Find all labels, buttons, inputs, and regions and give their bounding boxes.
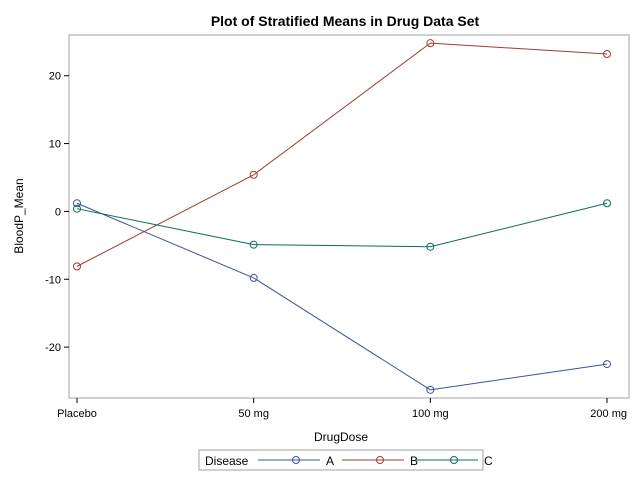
legend-label: C: [484, 454, 493, 468]
legend-items: A B C: [258, 454, 493, 468]
series-c: [73, 199, 611, 251]
y-tick-label: 0: [55, 206, 61, 218]
legend-marker: [376, 456, 384, 464]
legend-marker: [450, 456, 458, 464]
legend: Disease A B C: [198, 449, 493, 471]
legend-item-a: A: [258, 454, 334, 468]
data-point-marker: [603, 199, 611, 208]
series-line: [76, 202, 608, 248]
x-tick-label: 200 mg: [590, 408, 627, 420]
y-tick-label: -20: [45, 342, 61, 354]
data-point-marker: [249, 273, 258, 282]
series-b: [73, 39, 611, 271]
x-axis-label: DrugDose: [314, 430, 368, 444]
x-axis: Placebo 50 mg 100 mg 200 mg: [57, 398, 627, 420]
data-point-marker: [603, 49, 611, 58]
x-tick-label: 50 mg: [238, 408, 269, 420]
data-point-marker: [249, 170, 258, 179]
data-point-marker: [426, 242, 435, 251]
x-tick-label: 100 mg: [412, 408, 449, 420]
legend-label: A: [326, 454, 334, 468]
data-point-marker: [603, 360, 611, 369]
data-point-marker: [426, 39, 435, 48]
y-tick-label: 20: [49, 71, 61, 83]
data-point-marker: [73, 204, 81, 213]
y-tick-label: -10: [45, 274, 61, 286]
legend-box: [198, 449, 484, 471]
chart-title: Plot of Stratified Means in Drug Data Se…: [211, 13, 480, 29]
legend-title: Disease: [205, 454, 249, 468]
legend-label: B: [410, 454, 418, 468]
y-axis: -20 -10 0 10 20: [45, 71, 69, 354]
series-line: [76, 202, 608, 391]
x-tick-label: Placebo: [57, 408, 97, 420]
y-axis-label: BloodP_Mean: [12, 178, 26, 253]
y-tick-label: 10: [49, 139, 61, 151]
series-line: [76, 42, 608, 267]
data-point-marker: [426, 385, 435, 394]
legend-item-c: C: [416, 454, 493, 468]
data-point-marker: [249, 240, 258, 249]
data-point-marker: [73, 262, 81, 271]
series-a: [73, 199, 611, 394]
legend-marker: [292, 456, 300, 464]
data-point-marker: [73, 199, 81, 208]
series-layer: [73, 39, 611, 394]
legend-item-b: B: [342, 454, 418, 468]
plot-area-frame: [68, 34, 630, 399]
